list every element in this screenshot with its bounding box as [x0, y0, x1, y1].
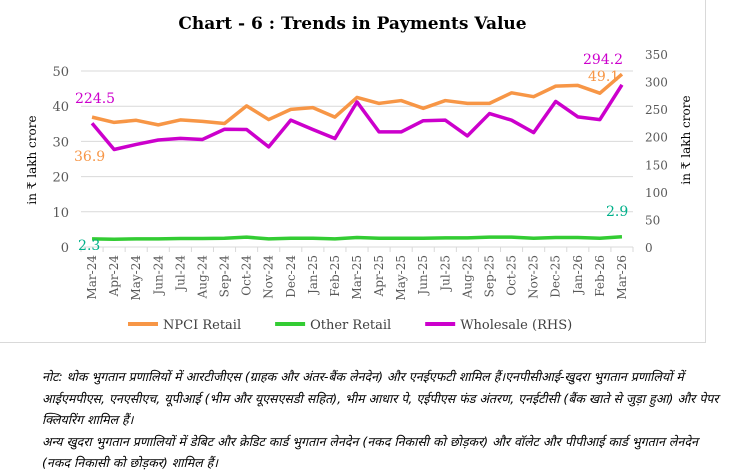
data-label: 36.9 — [74, 149, 105, 165]
x-tick-label: Oct-24 — [240, 255, 254, 296]
data-label: 2.3 — [78, 238, 100, 254]
y-tick-label: 40 — [52, 100, 69, 115]
y2-tick-label: 250 — [645, 103, 668, 117]
chart-svg: 0 10 20 30 40 50 0 50 100 150 200 250 300 350 Mar-24 Ap… — [0, 0, 705, 342]
legend-label: Other Retail — [310, 318, 391, 333]
x-tick-label: Nov-25 — [527, 255, 541, 299]
x-tick-label: Mar-24 — [85, 255, 99, 300]
x-tick-label: Nov-24 — [262, 255, 276, 299]
x-tick-label: Jun-25 — [416, 255, 430, 297]
note-wholesale-npci: नोट: थोक भुगतान प्रणालियों में आरटीजीएस … — [42, 366, 722, 431]
x-tick-label: Apr-25 — [372, 255, 386, 297]
data-label: 49.1 — [588, 69, 619, 85]
y-axis-label: in ₹ lakh crore — [25, 115, 39, 204]
data-label: 294.2 — [583, 52, 623, 68]
x-tick-label: Jan-25 — [306, 255, 320, 296]
x-tick-label: May-25 — [394, 255, 408, 301]
x-tick-label: Oct-25 — [505, 255, 519, 296]
legend-label: Wholesale (RHS) — [460, 318, 572, 333]
y2-tick-label: 300 — [645, 76, 668, 90]
series-line-other-retail — [92, 237, 622, 239]
x-tick-label: Aug-24 — [195, 255, 209, 300]
y2-tick-label: 100 — [645, 186, 668, 200]
data-label: 224.5 — [75, 91, 115, 107]
x-tick-label: Sep-25 — [482, 255, 496, 297]
x-tick-label: Jan-26 — [571, 255, 585, 296]
x-tick-label: Apr-24 — [107, 255, 121, 298]
data-label: 2.9 — [606, 204, 628, 220]
y2-tick-label: 200 — [645, 131, 668, 145]
x-tick-label: Feb-26 — [593, 255, 607, 297]
series-line-wholesale-rhs- — [92, 85, 622, 150]
x-tick-label: Dec-24 — [284, 255, 298, 298]
x-tick-label: Jun-24 — [151, 255, 165, 297]
x-tick-label: Mar-26 — [615, 255, 629, 300]
x-tick-label: Sep-24 — [218, 255, 232, 298]
notes: नोट: थोक भुगतान प्रणालियों में आरटीजीएस … — [42, 366, 722, 474]
x-tick-label: Mar-25 — [350, 255, 364, 300]
y-tick-label: 0 — [61, 241, 69, 256]
x-tick-label: Aug-25 — [460, 255, 474, 299]
x-tick-label: Jul-25 — [438, 255, 452, 293]
y2-tick-label: 0 — [645, 241, 653, 255]
y-tick-label: 50 — [52, 65, 69, 80]
y2-tick-label: 150 — [645, 158, 668, 172]
x-tick-label: Feb-25 — [328, 255, 342, 297]
y2-tick-label: 350 — [645, 48, 668, 62]
y2-tick-label: 50 — [645, 213, 660, 227]
legend-label: NPCI Retail — [163, 318, 241, 333]
y-tick-label: 20 — [52, 171, 69, 186]
note-other-retail: अन्य खुदरा भुगतान प्रणालियों में डेबिट औ… — [42, 431, 722, 474]
y-tick-label: 30 — [52, 135, 69, 150]
x-tick-label: Jul-24 — [173, 255, 187, 293]
y-tick-label: 10 — [52, 206, 69, 221]
x-tick-label: Dec-25 — [549, 255, 563, 298]
x-tick-label: May-24 — [129, 255, 143, 301]
y2-axis-label: in ₹ lakh crore — [679, 95, 693, 184]
